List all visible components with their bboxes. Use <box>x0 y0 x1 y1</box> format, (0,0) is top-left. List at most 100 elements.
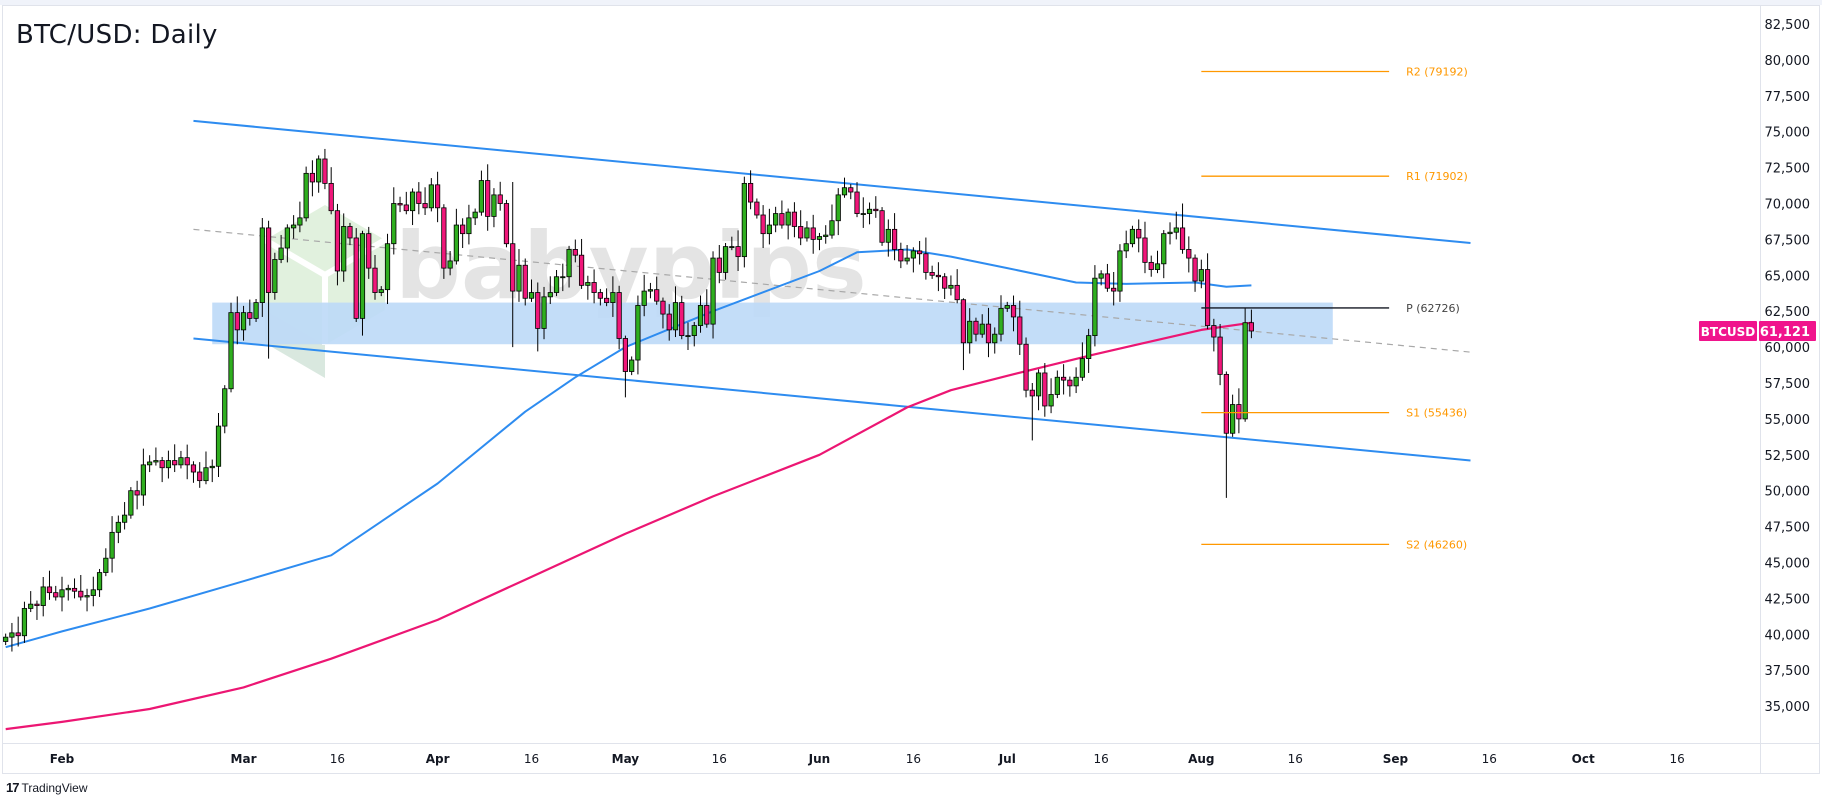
candle-body-down <box>71 587 78 592</box>
candle-body-down <box>334 210 341 272</box>
candle-body-down <box>923 253 929 273</box>
pivot-levels[interactable]: R2 (79192) R1 (71902) P (62726) S1 (55436) S… <box>1201 66 1468 552</box>
candle-body-up <box>1086 335 1092 359</box>
candle <box>760 205 766 249</box>
candle-body-up <box>109 531 115 559</box>
candle-body-up <box>3 636 9 642</box>
candle-body-down <box>604 297 610 303</box>
time-tick-label: 16 <box>524 752 539 766</box>
candle <box>441 204 447 279</box>
price-tick-label: 62,500 <box>1765 305 1811 320</box>
candle <box>59 576 65 612</box>
top-strip <box>0 0 1822 5</box>
candle-body-down <box>891 228 898 250</box>
candle-body-down <box>15 632 21 637</box>
pivot-label: S1 (55436) <box>1406 407 1467 420</box>
candle <box>453 208 459 265</box>
candle <box>9 622 15 652</box>
candle <box>1104 263 1111 292</box>
candle-body-up <box>1098 273 1104 279</box>
candle <box>1211 318 1217 352</box>
candle-body-up <box>841 187 848 196</box>
candle-body-up <box>641 290 647 306</box>
candle <box>353 228 359 322</box>
candle <box>291 215 297 239</box>
candle-body-up <box>829 220 835 236</box>
candle-body-up <box>59 589 65 598</box>
candle-body-down <box>347 226 353 239</box>
candle <box>1161 230 1167 279</box>
candle <box>1067 376 1073 397</box>
candle <box>904 245 910 265</box>
sma200-line <box>5 321 1252 731</box>
candle-body-down <box>309 172 316 183</box>
candle <box>541 286 547 340</box>
candle-body-down <box>848 187 854 193</box>
descending-channel[interactable] <box>193 119 1471 462</box>
candle <box>1179 203 1186 254</box>
channel-upper-line[interactable] <box>193 119 1471 244</box>
time-axis[interactable]: Feb Mar 16 Apr 16 May 16 Jun 16 Jul 16 Aug 16 Sep 16 Oc… <box>50 752 1685 766</box>
channel-middle-line[interactable] <box>193 228 1471 353</box>
candle <box>1236 388 1242 434</box>
candle <box>71 578 78 599</box>
price-tick-label: 55,000 <box>1765 413 1811 428</box>
candle <box>998 295 1004 342</box>
price-tag <box>1759 321 1816 342</box>
candle <box>497 181 503 211</box>
candle <box>322 148 328 190</box>
candle-body-down <box>578 254 585 286</box>
candle-body-up <box>491 194 497 217</box>
candle <box>791 202 798 238</box>
candle-body-up <box>910 250 916 259</box>
candle-body-down <box>372 267 378 293</box>
zone-rectangle[interactable] <box>212 302 1333 345</box>
candle-body-up <box>541 296 547 329</box>
candle-body-down <box>197 471 203 482</box>
candle <box>478 170 485 216</box>
candle-body-down <box>485 180 491 217</box>
candle-body-down <box>1061 376 1067 381</box>
channel-lower-line[interactable] <box>193 337 1471 462</box>
candle-body-up <box>384 243 391 291</box>
candle-body-down <box>985 323 992 344</box>
candle-body-up <box>1004 305 1010 309</box>
price-axis[interactable]: 35,000 37,500 40,000 42,500 45,000 47,500 50,0… <box>1765 18 1811 715</box>
pivot-label: R2 (79192) <box>1406 66 1468 79</box>
candle-body-down <box>234 312 240 331</box>
candle <box>147 455 153 473</box>
candle-body-up <box>998 307 1004 335</box>
candle-body-up <box>885 228 891 243</box>
candle <box>503 199 510 248</box>
time-tick-label: 16 <box>330 752 345 766</box>
candle-body-down <box>854 191 860 214</box>
candle <box>115 515 121 544</box>
candle <box>979 314 985 338</box>
candle-body-up <box>428 184 434 209</box>
candle-body-down <box>366 233 372 269</box>
support-resistance-zone[interactable] <box>212 302 1333 345</box>
candle <box>265 220 272 359</box>
candle <box>785 208 791 240</box>
candle <box>635 295 641 375</box>
candle-body-up <box>209 465 215 469</box>
candle <box>165 450 172 479</box>
candle-body-down <box>1223 373 1229 434</box>
candle <box>866 202 873 225</box>
candle <box>697 295 704 333</box>
candle-body-down <box>1179 227 1186 250</box>
candle <box>209 459 215 483</box>
candle-body-up <box>516 264 522 292</box>
candle-body-down <box>247 312 253 319</box>
candle <box>1111 271 1117 306</box>
footer-brand[interactable]: 17 TradingView <box>6 780 88 795</box>
candle-body-up <box>729 246 735 248</box>
candle-body-up <box>122 514 128 523</box>
candle <box>466 204 472 245</box>
candle <box>384 233 391 305</box>
candle <box>522 258 528 306</box>
candle <box>779 200 785 229</box>
candle <box>917 240 923 265</box>
candle <box>234 296 240 345</box>
